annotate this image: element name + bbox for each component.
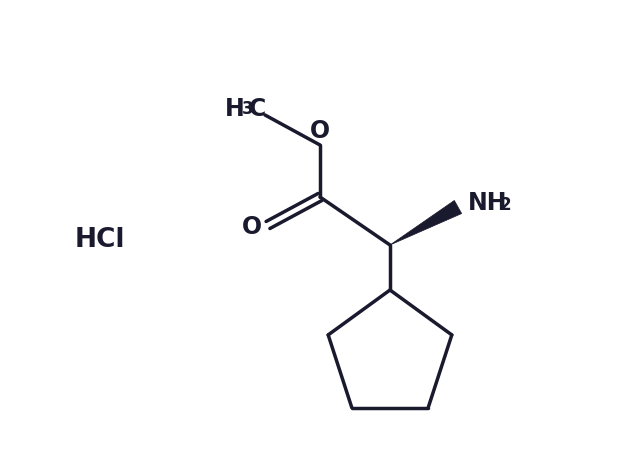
Text: 2: 2	[499, 196, 511, 214]
Text: C: C	[248, 97, 266, 121]
Text: HCl: HCl	[75, 227, 125, 253]
Text: O: O	[310, 119, 330, 143]
Text: O: O	[242, 215, 262, 239]
Polygon shape	[390, 200, 461, 245]
Text: H: H	[225, 97, 245, 121]
Text: 3: 3	[242, 100, 254, 118]
Text: NH: NH	[468, 191, 508, 215]
